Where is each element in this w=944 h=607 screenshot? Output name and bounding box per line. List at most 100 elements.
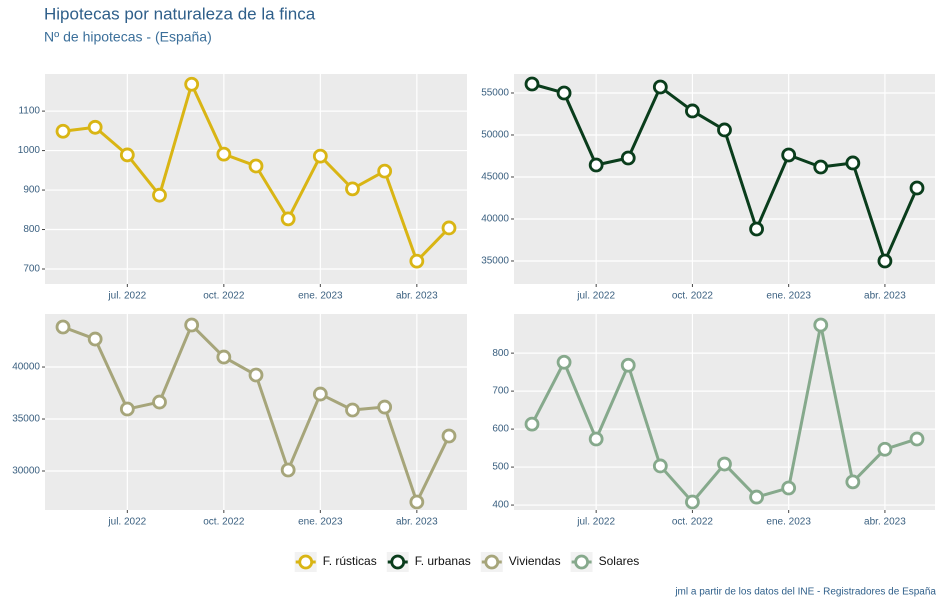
data-point: [813, 317, 829, 333]
data-point: [152, 394, 167, 410]
data-point: [781, 480, 797, 496]
data-point: [652, 79, 668, 95]
y-tick-label: 35000: [12, 414, 40, 425]
panel-background: [45, 314, 467, 510]
x-tick-label: ene. 2023: [766, 291, 811, 302]
data-point: [312, 148, 328, 164]
data-point: [909, 180, 925, 196]
data-point: [620, 150, 636, 166]
y-tick-label: 1000: [18, 145, 41, 156]
x-tick-label: oct. 2022: [672, 517, 714, 528]
data-point: [620, 357, 636, 373]
y-tick-label: 35000: [481, 256, 509, 267]
x-tick-label: oct. 2022: [203, 517, 245, 528]
x-tick-label: abr. 2023: [864, 291, 906, 302]
data-point: [409, 494, 425, 510]
y-tick-label: 55000: [481, 88, 509, 99]
data-point: [55, 123, 71, 139]
x-tick-label: abr. 2023: [396, 517, 438, 528]
data-point: [280, 462, 296, 478]
chart-title: Hipotecas por naturaleza de la finca: [44, 4, 316, 23]
data-point: [312, 386, 328, 402]
data-point: [845, 155, 861, 171]
y-tick-label: 40000: [12, 362, 40, 373]
y-tick-label: 30000: [12, 466, 40, 477]
x-tick-label: oct. 2022: [203, 291, 245, 302]
data-point: [781, 147, 797, 163]
data-point: [87, 331, 103, 347]
y-tick-label: 600: [492, 424, 509, 435]
data-point: [717, 456, 732, 472]
data-point: [588, 157, 604, 173]
x-tick-label: jul. 2022: [107, 291, 146, 302]
data-point: [345, 402, 360, 418]
y-tick-label: 700: [492, 386, 509, 397]
data-point: [813, 159, 829, 175]
data-point: [845, 474, 861, 490]
legend-marker: [574, 554, 590, 570]
data-point: [441, 428, 457, 444]
y-tick-label: 50000: [481, 130, 509, 141]
data-point: [216, 146, 232, 162]
y-tick-label: 1100: [18, 106, 40, 117]
legend-label: Solares: [599, 554, 640, 568]
legend-marker: [484, 554, 500, 570]
data-point: [441, 220, 457, 236]
y-tick-label: 800: [492, 348, 509, 359]
legend: F. rústicas F. urbanas Viviendas Solares: [294, 552, 640, 572]
data-point: [556, 354, 572, 370]
x-tick-label: jul. 2022: [576, 517, 615, 528]
data-point: [749, 221, 764, 237]
y-tick-label: 400: [492, 500, 509, 511]
data-point: [749, 489, 764, 505]
x-tick-label: jul. 2022: [576, 291, 615, 302]
legend-marker: [390, 554, 406, 570]
caption: jml a partir de los datos del INE - Regi…: [674, 587, 936, 598]
y-tick-label: 40000: [481, 214, 509, 225]
legend-label: F. rústicas: [323, 554, 377, 568]
x-tick-label: abr. 2023: [864, 517, 906, 528]
data-point: [248, 158, 264, 174]
y-tick-label: 45000: [481, 172, 509, 183]
data-point: [119, 147, 135, 163]
x-tick-label: jul. 2022: [107, 517, 146, 528]
data-point: [909, 431, 925, 447]
y-tick-label: 700: [23, 264, 40, 275]
y-tick-label: 800: [23, 224, 40, 235]
data-point: [377, 399, 393, 415]
data-point: [55, 319, 71, 335]
data-point: [588, 431, 604, 447]
legend-label: Viviendas: [509, 554, 561, 568]
data-point: [184, 76, 200, 92]
y-tick-label: 900: [23, 185, 40, 196]
y-tick-label: 500: [492, 462, 509, 473]
data-point: [524, 416, 540, 432]
data-point: [248, 367, 264, 383]
data-point: [556, 85, 572, 101]
panel-background: [45, 74, 467, 284]
x-tick-label: ene. 2023: [766, 517, 811, 528]
data-point: [717, 122, 732, 138]
data-point: [685, 494, 700, 510]
x-tick-label: oct. 2022: [672, 291, 714, 302]
data-point: [345, 181, 360, 197]
data-point: [877, 441, 893, 457]
chart-subtitle: Nº de hipotecas - (España): [44, 29, 212, 45]
data-point: [280, 211, 296, 227]
panel-background: [514, 74, 935, 284]
data-point: [87, 119, 103, 135]
data-point: [184, 317, 200, 333]
x-tick-label: abr. 2023: [396, 291, 438, 302]
x-tick-label: ene. 2023: [298, 291, 343, 302]
data-point: [877, 253, 893, 269]
x-tick-label: ene. 2023: [298, 517, 343, 528]
data-point: [652, 458, 668, 474]
data-point: [524, 76, 540, 92]
legend-marker: [298, 554, 314, 570]
panel-background: [514, 314, 935, 510]
legend-label: F. urbanas: [415, 554, 471, 568]
data-point: [409, 253, 425, 269]
data-point: [152, 187, 167, 203]
data-point: [119, 401, 135, 417]
